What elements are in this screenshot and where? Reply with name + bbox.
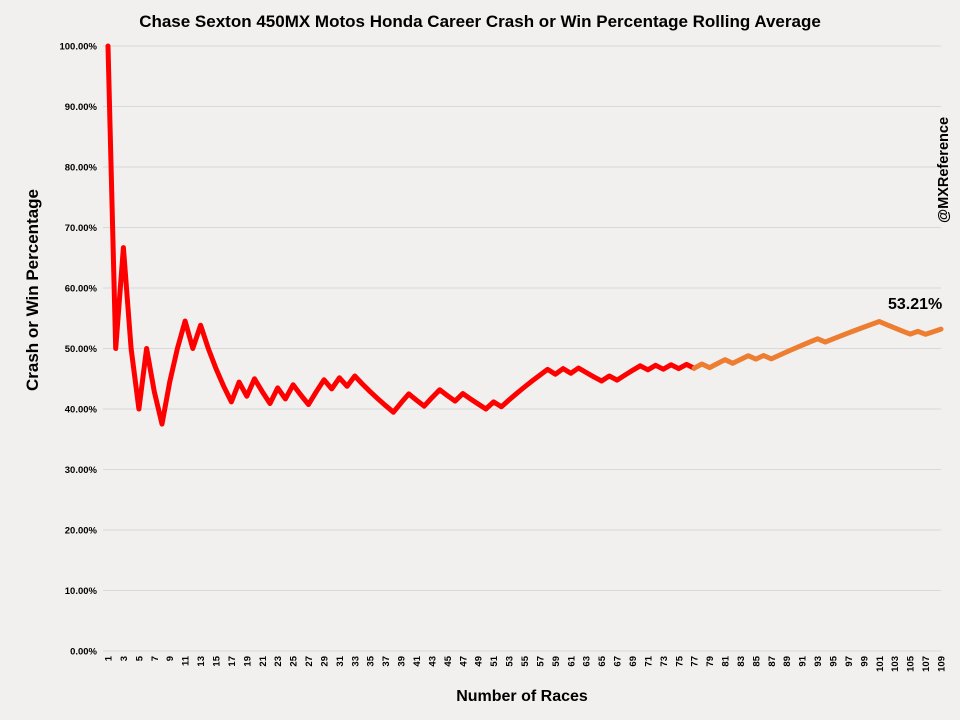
- x-tick-label: 41: [412, 655, 423, 666]
- x-tick-label: 71: [643, 655, 654, 666]
- chart-title: Chase Sexton 450MX Motos Honda Career Cr…: [139, 12, 821, 31]
- x-tick-label: 55: [520, 655, 531, 666]
- x-tick-label: 15: [211, 655, 222, 666]
- x-tick-label: 29: [319, 656, 330, 667]
- x-tick-label: 3: [119, 656, 130, 661]
- x-tick-label: 45: [443, 655, 454, 666]
- x-tick-label: 53: [505, 656, 516, 667]
- watermark: @MXReference: [936, 116, 952, 224]
- x-tick-label: 1: [104, 655, 115, 661]
- x-tick-label: 33: [350, 656, 361, 667]
- y-axis-tick-labels: 0.00% 10.00% 20.00% 30.00% 40.00% 50.00% 60.00…: [59, 42, 97, 658]
- x-tick-label: 89: [782, 656, 793, 667]
- x-tick-label: 99: [859, 656, 870, 667]
- x-axis-tick-labels: 1 3 5 7 9 11 13 15 17 19 21 23 25 27 29 31 33 35 37 39 41 43 4…: [104, 655, 948, 672]
- x-tick-label: 37: [381, 656, 392, 667]
- x-tick-label: 23: [273, 656, 284, 667]
- x-tick-label: 17: [227, 656, 238, 667]
- x-tick-label: 27: [304, 656, 315, 667]
- y-tick-label: 10.00%: [65, 586, 98, 597]
- y-tick-label: 0.00%: [70, 647, 97, 658]
- x-tick-label: 65: [597, 655, 608, 666]
- x-tick-label: 91: [798, 655, 809, 666]
- x-tick-label: 9: [165, 656, 176, 661]
- y-tick-label: 30.00%: [65, 465, 98, 476]
- x-tick-label: 63: [582, 656, 593, 667]
- x-tick-label: 57: [535, 656, 546, 667]
- y-tick-label: 50.00%: [65, 344, 98, 355]
- x-tick-label: 7: [150, 656, 161, 661]
- series-line-career-early: [105, 43, 697, 427]
- x-tick-label: 109: [937, 656, 948, 672]
- x-axis-title: Number of Races: [456, 688, 588, 705]
- x-tick-label: 103: [890, 656, 901, 672]
- x-tick-label: 47: [458, 656, 469, 667]
- x-tick-label: 81: [721, 655, 732, 666]
- x-tick-label: 43: [427, 656, 438, 667]
- x-tick-label: 49: [474, 656, 485, 667]
- y-tick-label: 90.00%: [65, 102, 98, 113]
- x-tick-label: 83: [736, 656, 747, 667]
- x-tick-label: 51: [489, 655, 500, 666]
- x-tick-label: 11: [181, 655, 192, 666]
- final-value-label: 53.21%: [888, 296, 943, 313]
- series-line-career-recent: [691, 319, 944, 371]
- x-tick-label: 21: [258, 655, 269, 666]
- x-tick-label: 73: [659, 656, 670, 667]
- x-tick-label: 59: [551, 656, 562, 667]
- x-tick-label: 5: [134, 655, 145, 661]
- x-tick-label: 101: [875, 655, 886, 672]
- y-tick-label: 40.00%: [65, 405, 98, 416]
- x-tick-label: 61: [566, 655, 577, 666]
- x-tick-label: 93: [813, 656, 824, 667]
- x-tick-label: 95: [829, 655, 840, 666]
- x-tick-label: 75: [674, 655, 685, 666]
- x-tick-label: 107: [921, 656, 932, 672]
- x-tick-label: 35: [366, 655, 377, 666]
- x-tick-label: 39: [397, 656, 408, 667]
- y-tick-label: 80.00%: [65, 163, 98, 174]
- x-tick-label: 13: [196, 656, 207, 667]
- x-tick-label: 87: [767, 656, 778, 667]
- y-tick-label: 100.00%: [59, 42, 97, 53]
- x-tick-label: 79: [705, 656, 716, 667]
- x-tick-label: 85: [751, 655, 762, 666]
- x-tick-label: 77: [690, 656, 701, 667]
- y-tick-label: 60.00%: [65, 284, 98, 295]
- y-tick-label: 20.00%: [65, 526, 98, 537]
- x-tick-label: 31: [335, 655, 346, 666]
- x-tick-label: 67: [613, 656, 624, 667]
- x-tick-label: 19: [242, 656, 253, 667]
- y-tick-label: 70.00%: [65, 223, 98, 234]
- x-tick-label: 105: [906, 655, 917, 672]
- x-tick-label: 69: [628, 656, 639, 667]
- x-tick-label: 97: [844, 656, 855, 667]
- x-tick-label: 25: [289, 655, 300, 666]
- gridlines: [103, 45, 941, 652]
